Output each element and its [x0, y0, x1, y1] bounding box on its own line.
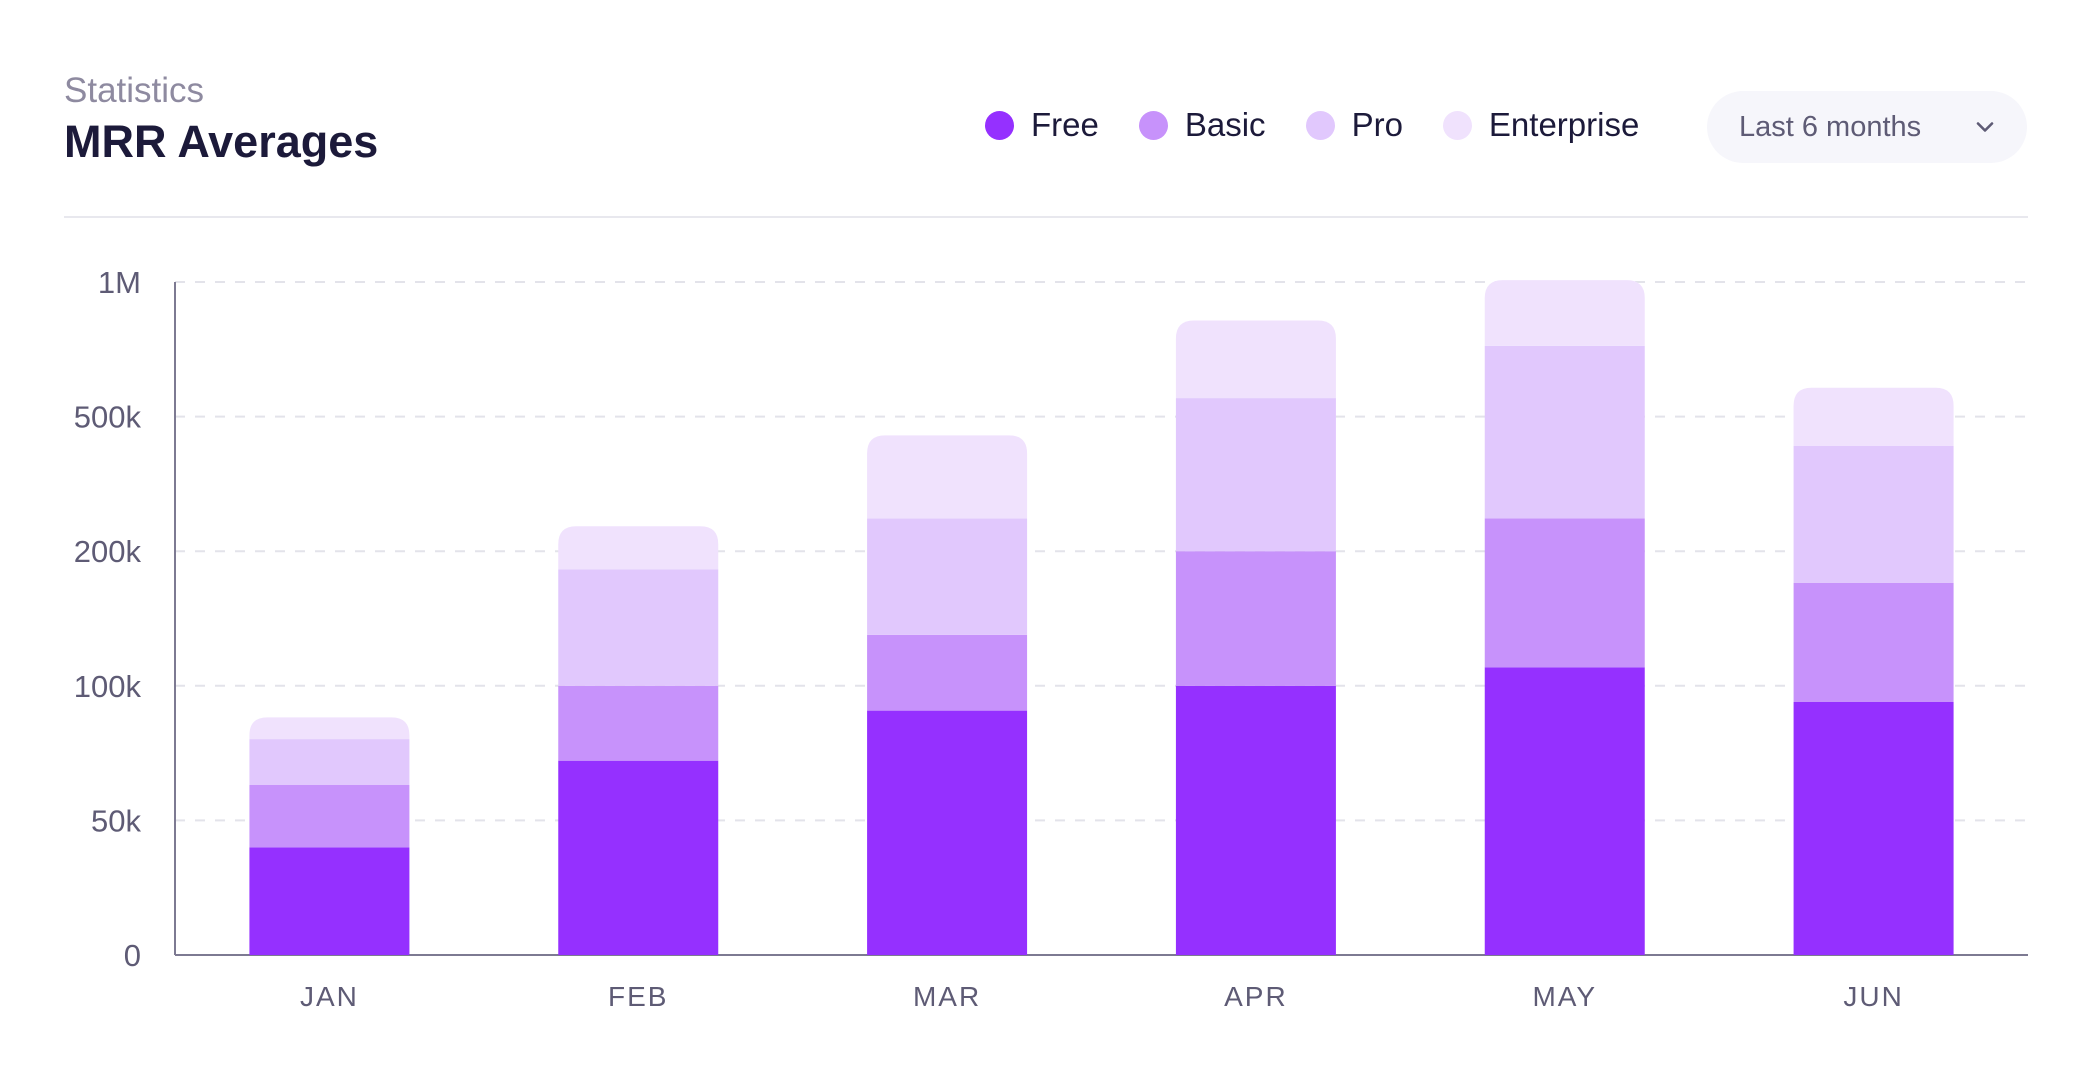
x-tick-label-mar: MAR: [913, 981, 981, 1012]
y-tick-label-50k: 50k: [91, 803, 141, 838]
bar-mar-basic: [867, 634, 1028, 711]
bar-jun-pro: [1793, 445, 1954, 583]
bar-jan-pro: [249, 739, 410, 785]
chart-title: MRR Averages: [64, 116, 379, 167]
bar-may-pro: [1484, 345, 1645, 519]
bar-apr-enterprise: [1175, 320, 1336, 399]
bar-jan-basic: [249, 784, 410, 848]
bar-jan-free: [249, 847, 410, 955]
x-tick-label-feb: FEB: [608, 981, 668, 1012]
bar-may-enterprise: [1484, 280, 1645, 346]
period-dropdown-label: Last 6 months: [1739, 110, 1922, 143]
bar-feb-enterprise: [558, 526, 719, 570]
legend-swatch-free: [985, 110, 1014, 140]
y-tick-label-200k: 200k: [74, 534, 142, 569]
bar-feb-free: [558, 760, 719, 955]
period-dropdown[interactable]: Last 6 months: [1707, 91, 2027, 163]
bar-feb-pro: [558, 569, 719, 686]
x-tick-label-may: MAY: [1532, 981, 1597, 1012]
chevron-down-icon[interactable]: [1971, 113, 1999, 141]
bar-jan-enterprise: [249, 717, 410, 740]
y-tick-label-0: 0: [124, 938, 141, 973]
bar-may-basic: [1484, 518, 1645, 668]
chart-header: Statistics MRR Averages: [64, 70, 378, 170]
bar-apr-pro: [1175, 398, 1336, 552]
legend-swatch-basic: [1138, 110, 1168, 140]
legend-swatch-enterprise: [1442, 110, 1472, 140]
bar-jun-free: [1793, 701, 1954, 955]
legend-label-enterprise: Enterprise: [1488, 106, 1640, 143]
legend-item-basic[interactable]: Basic: [1138, 106, 1266, 144]
legend-label-basic: Basic: [1184, 106, 1266, 143]
x-tick-label-apr: APR: [1224, 981, 1288, 1012]
legend-label-pro: Pro: [1351, 106, 1403, 143]
bar-mar-enterprise: [867, 435, 1028, 519]
legend-item-enterprise[interactable]: Enterprise: [1442, 106, 1640, 144]
bar-apr-free: [1175, 685, 1336, 955]
legend-swatch-pro: [1305, 110, 1335, 140]
y-tick-label-500k: 500k: [74, 400, 142, 435]
legend-label-free: Free: [1031, 106, 1099, 143]
x-tick-label-jun: JUN: [1843, 981, 1903, 1012]
bar-may-free: [1484, 667, 1645, 955]
x-tick-label-jan: JAN: [300, 981, 359, 1012]
legend-item-free[interactable]: Free: [985, 106, 1099, 144]
bar-jun-basic: [1793, 582, 1954, 702]
bar-mar-free: [867, 710, 1028, 955]
y-tick-label-100k: 100k: [74, 669, 142, 704]
chart-legend: Free Basic Pro Enterprise: [985, 106, 1639, 144]
y-tick-label-1M: 1M: [98, 265, 141, 300]
bar-apr-basic: [1175, 551, 1336, 686]
chart-subtitle: Statistics: [64, 71, 205, 110]
bar-jun-enterprise: [1793, 387, 1954, 446]
header-divider: [64, 216, 2028, 218]
bar-mar-pro: [867, 518, 1028, 635]
legend-item-pro[interactable]: Pro: [1305, 106, 1403, 144]
bar-feb-basic: [558, 685, 719, 761]
